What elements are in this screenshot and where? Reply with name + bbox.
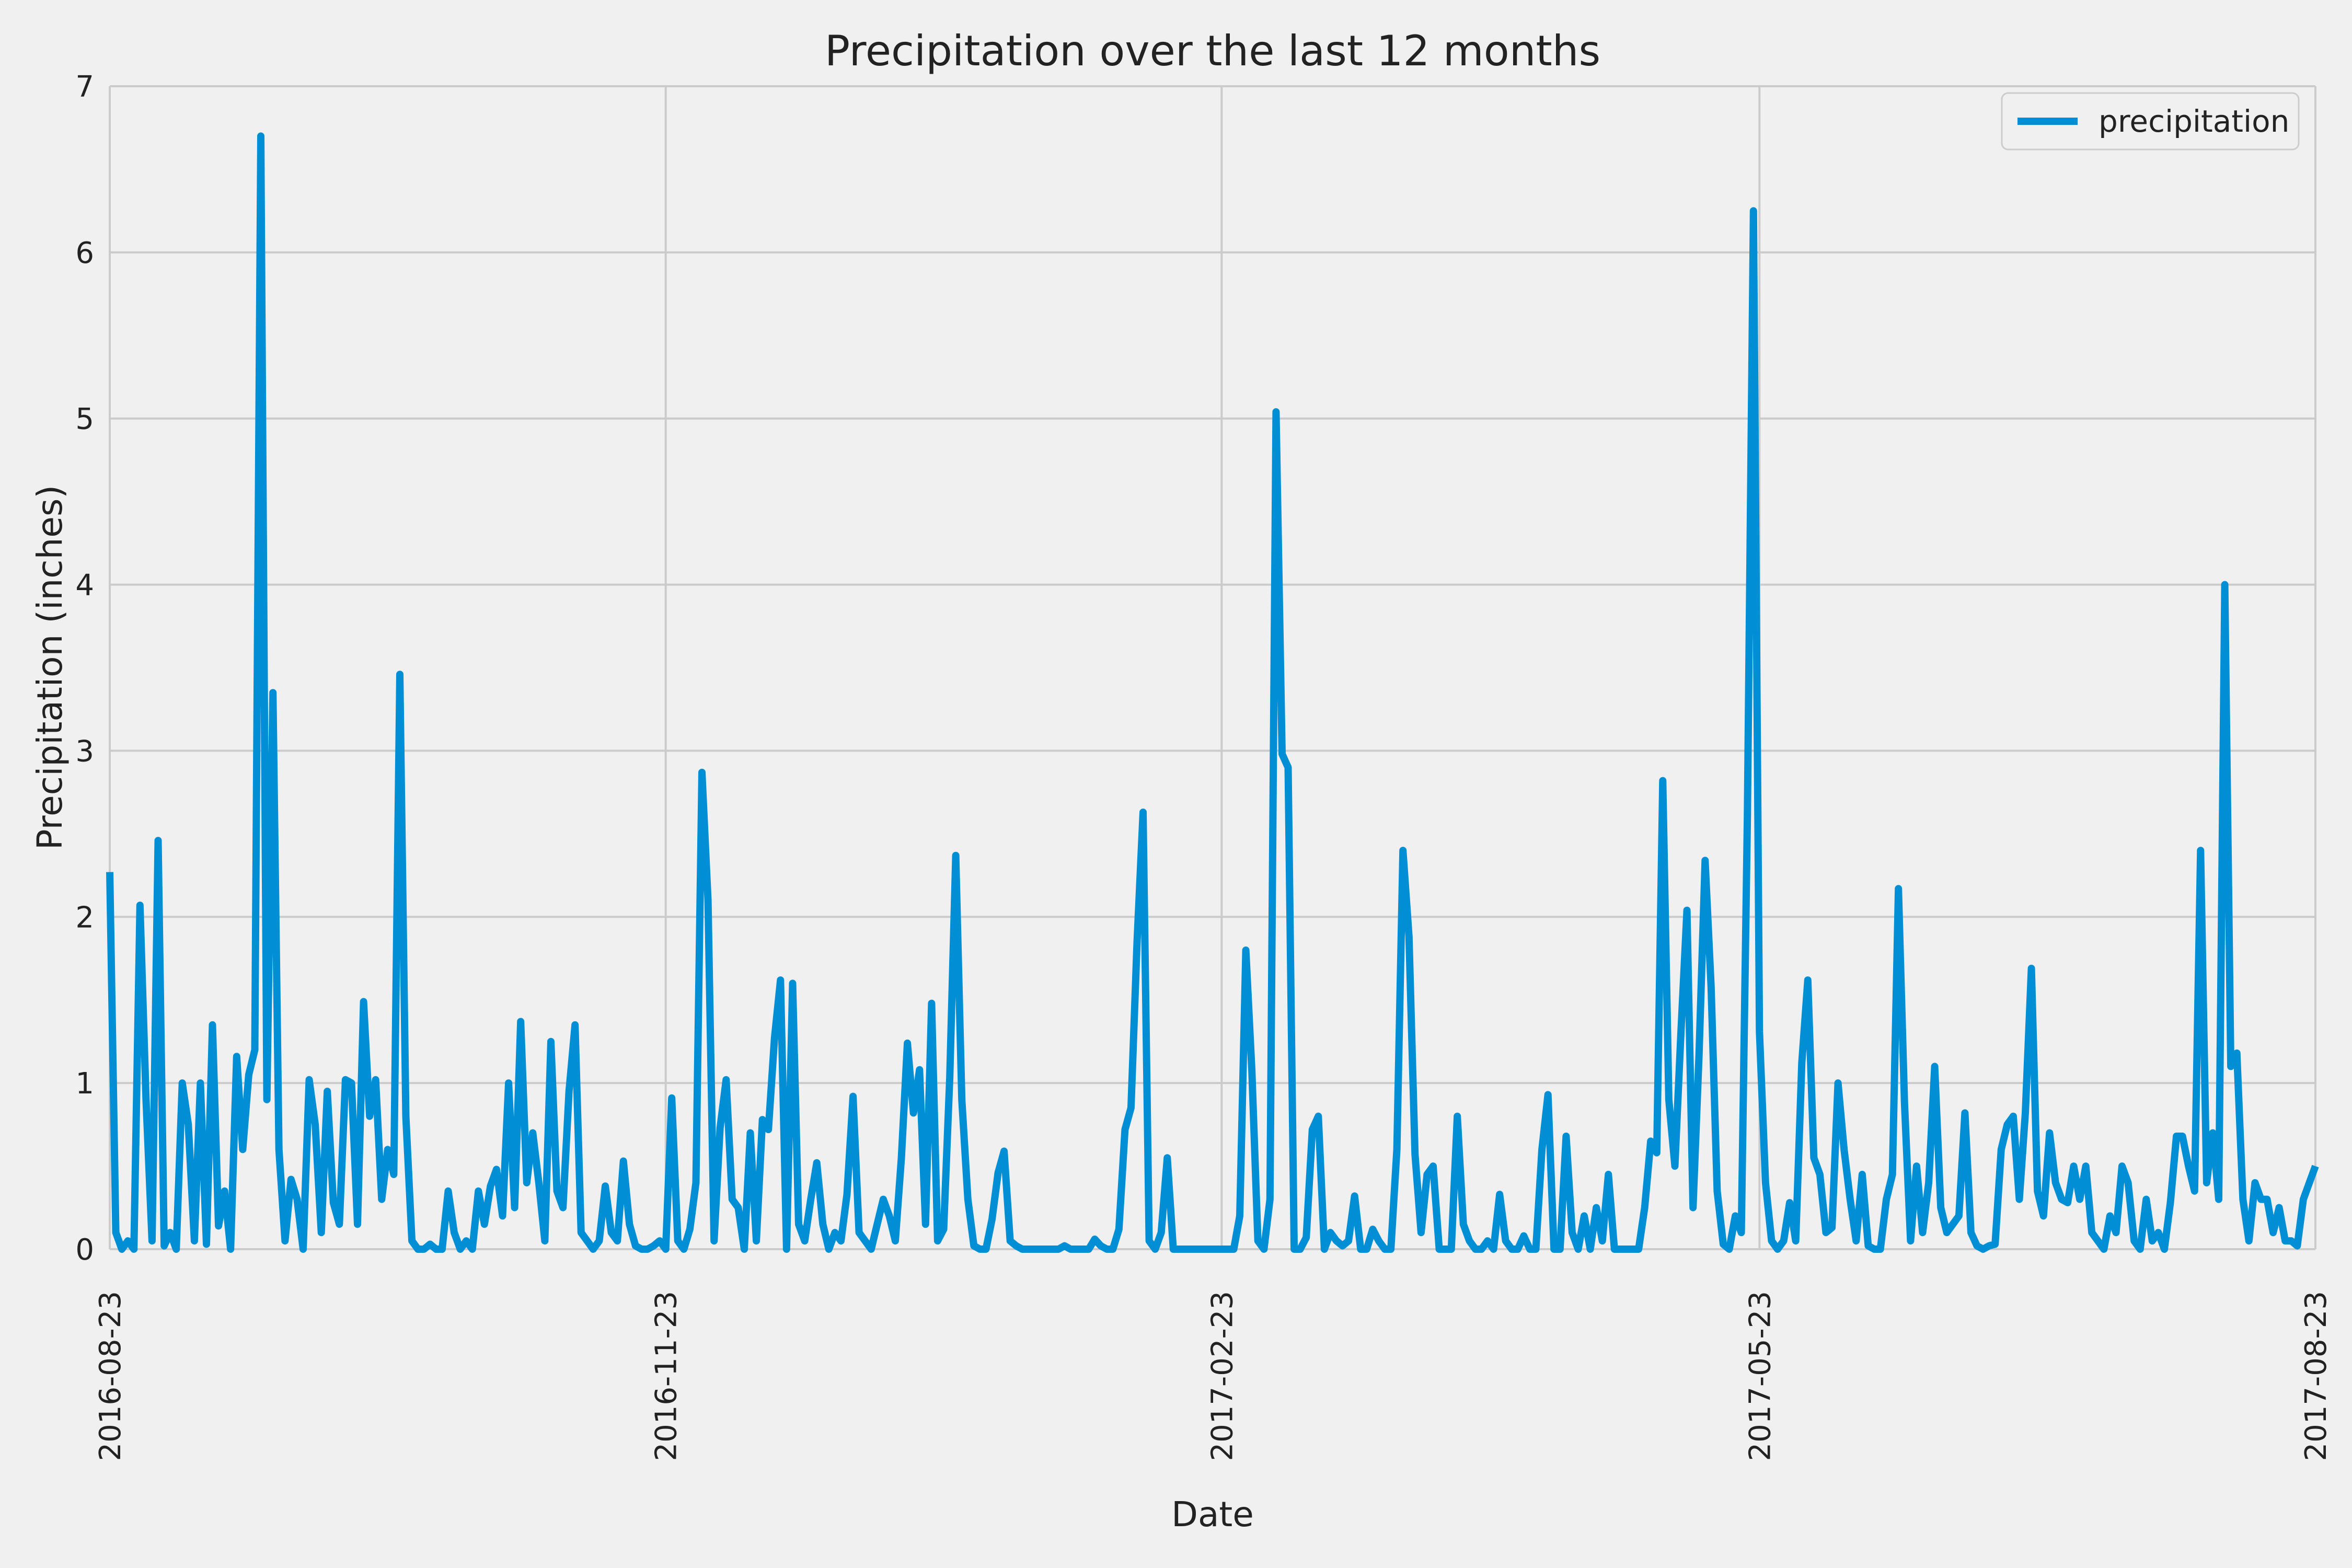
y-tick-label: 7 (75, 70, 94, 104)
x-tick-label: 2016-11-23 (650, 1291, 684, 1461)
x-tick-label: 2017-08-23 (2299, 1291, 2333, 1461)
plot-background (110, 86, 2315, 1249)
y-tick-label: 4 (75, 569, 94, 603)
y-tick-label: 1 (75, 1067, 94, 1101)
y-tick-label: 6 (75, 236, 94, 270)
x-tick-labels: 2016-08-23 2016-11-23 2017-02-23 2017-05-23… (94, 1291, 2333, 1461)
legend-box (2001, 92, 2300, 151)
series-line-precipitation (106, 132, 2319, 1253)
x-tick-label: 2017-05-23 (1743, 1291, 1777, 1461)
x-axis-label: Date (1171, 1494, 1254, 1535)
y-axis-label: Precipitation (inches) (30, 485, 70, 850)
series-layer (106, 132, 2319, 1253)
grid-lines (109, 85, 2316, 1250)
y-tick-label: 0 (75, 1233, 94, 1267)
legend: precipitation (2001, 92, 2300, 151)
y-tick-labels: 0 1 2 3 4 5 6 7 (75, 70, 94, 1267)
y-tick-label: 3 (75, 734, 94, 768)
legend-label: precipitation (2099, 103, 2289, 139)
y-tick-label: 2 (75, 901, 94, 935)
chart-title: Precipitation over the last 12 months (825, 27, 1600, 75)
x-tick-label: 2016-08-23 (94, 1291, 128, 1461)
y-tick-label: 5 (75, 402, 94, 436)
x-tick-label: 2017-02-23 (1205, 1291, 1239, 1461)
